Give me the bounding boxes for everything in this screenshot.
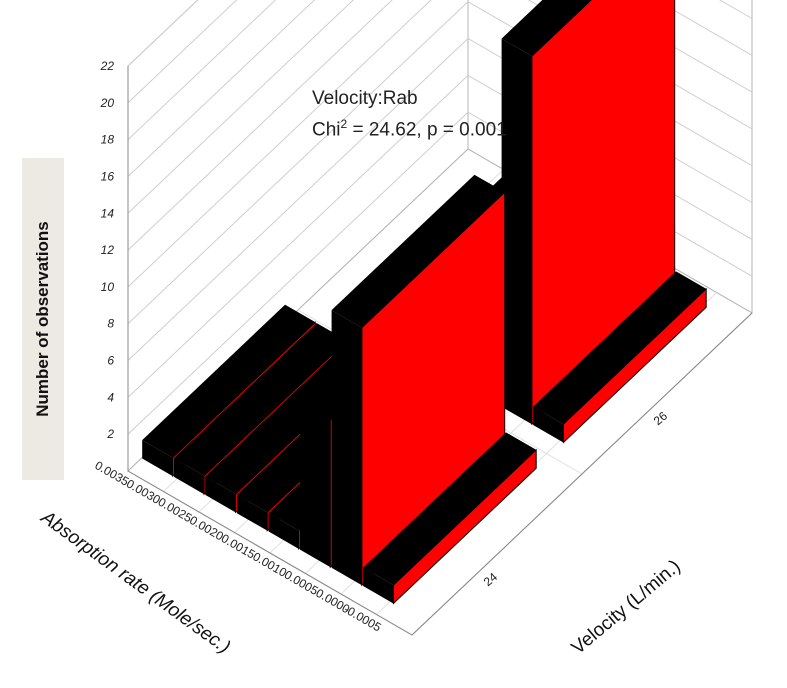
annotation-title: Velocity:Rab	[312, 88, 418, 109]
z-tick-label: 6	[107, 354, 114, 368]
z-tick-label: 12	[101, 243, 115, 257]
bar-top	[533, 271, 707, 425]
z-tick-label: 18	[101, 133, 115, 147]
y-tick-label: 0.0035	[93, 458, 132, 489]
z-axis-label: Number of observations	[33, 221, 52, 417]
z-axis-label-box	[22, 158, 64, 480]
x-axis-label: Velocity (L/min.)	[568, 556, 685, 659]
bar-side	[363, 567, 394, 604]
x-tick-label: 24	[481, 570, 500, 590]
bar-side	[173, 458, 205, 495]
bar-top	[363, 432, 537, 586]
grid-line	[127, 0, 753, 177]
z-tick-label: 8	[107, 317, 114, 331]
axis-line	[411, 312, 753, 636]
bar	[331, 174, 506, 587]
bar-top	[501, 0, 592, 57]
bar	[533, 271, 707, 444]
z-tick-label: 16	[101, 170, 115, 184]
bar-front	[392, 448, 537, 605]
bar-side	[142, 440, 173, 476]
bar-top	[142, 304, 316, 458]
z-tick-label: 14	[101, 206, 115, 220]
bar-side	[236, 494, 268, 531]
bar	[363, 432, 537, 605]
bar-side	[300, 402, 331, 568]
z-tick-label: 4	[107, 390, 114, 404]
bars	[142, 0, 707, 605]
x-tick-label: 26	[651, 409, 670, 429]
bar-side	[501, 38, 532, 425]
bar-side	[331, 310, 362, 586]
bar-side	[205, 476, 236, 513]
grid-line	[127, 0, 277, 140]
z-tick-label: 22	[100, 59, 115, 73]
z-tick-label: 20	[100, 96, 115, 110]
chart-axes	[127, 66, 753, 636]
bar-top	[331, 174, 505, 328]
annotation-statistic: Chi2 = 24.62, p = 0.001	[312, 117, 507, 141]
bar-top	[173, 323, 347, 476]
z-ticks: 2 4 6 8 10 12 14 16 18 20 22	[100, 59, 115, 441]
z-tick-label: 2	[106, 427, 114, 441]
bar-front	[562, 287, 707, 444]
bar-side	[533, 406, 564, 443]
axis-line	[127, 470, 413, 636]
z-tick-label: 10	[101, 280, 115, 294]
bar-side	[268, 513, 299, 549]
